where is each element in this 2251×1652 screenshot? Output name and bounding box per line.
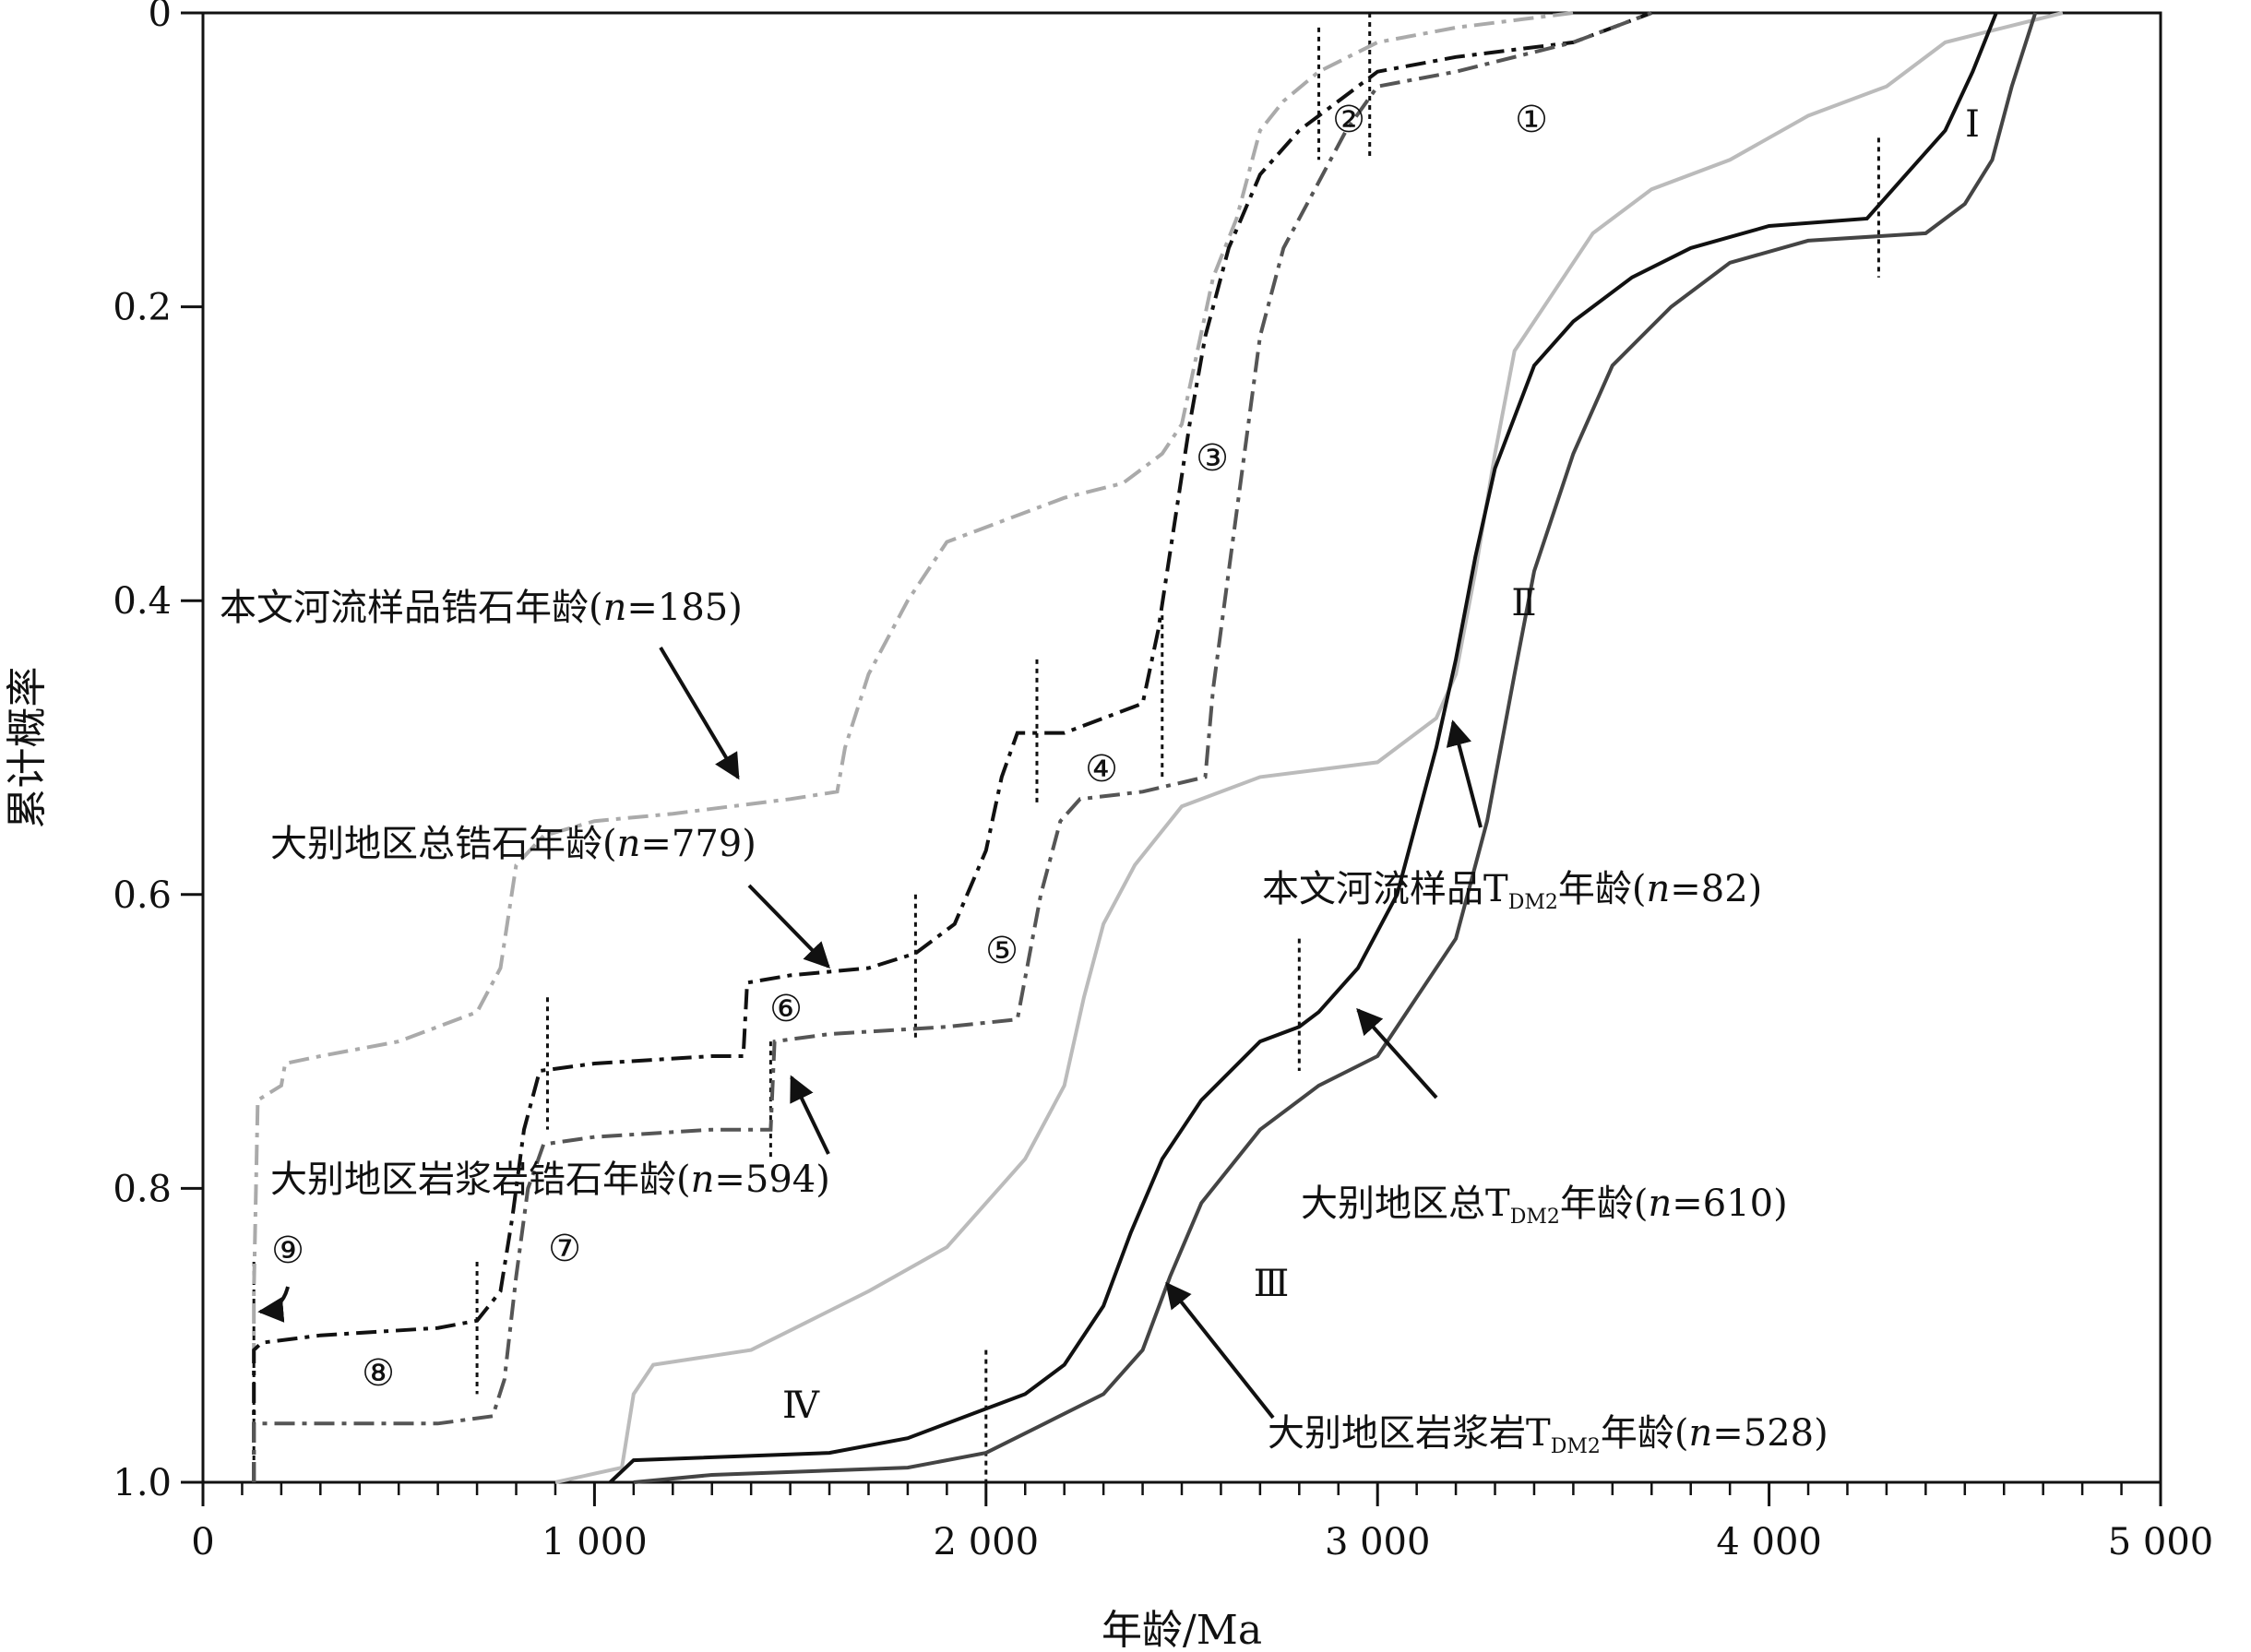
label-italic-n: n [603, 587, 627, 629]
label-count: =528) [1712, 1412, 1828, 1455]
roman-label-3: Ⅲ [1254, 1263, 1290, 1305]
label-subscript: DM2 [1508, 891, 1558, 914]
label-italic-n: n [1688, 1412, 1712, 1455]
label-italic-n: n [1646, 868, 1670, 910]
label-text: 年龄( [1601, 1412, 1689, 1455]
series-line-3 [252, 11, 1653, 1482]
arrow [1165, 1281, 1275, 1420]
y-tick-label: 0.6 [113, 874, 172, 917]
y-tick-label: 1.0 [113, 1462, 172, 1504]
label-italic-n: n [1648, 1183, 1672, 1225]
label-text: 年龄( [1560, 1183, 1649, 1225]
arrow [1446, 719, 1483, 828]
circled-label-9: ⑨ [271, 1230, 304, 1272]
circled-label-7: ⑦ [548, 1228, 581, 1270]
y-tick-label: 0 [149, 0, 172, 35]
circled-label-6: ⑥ [769, 988, 803, 1030]
label-text: 大别地区岩浆岩锆石年龄( [270, 1159, 691, 1201]
label-text: 大别地区总锆石年龄( [270, 823, 617, 865]
series-label-5: 大别地区总TDM2年龄(n=610) [1301, 1183, 1788, 1229]
label-count: =82) [1670, 868, 1762, 910]
arrow [790, 1075, 830, 1155]
roman-label-2: Ⅱ [1511, 582, 1536, 624]
x-tick-label: 3 000 [1325, 1521, 1431, 1563]
label-text: 大别地区总T [1301, 1183, 1510, 1225]
label-count: =779) [640, 823, 756, 865]
y-tick-label: 0.2 [113, 287, 172, 329]
series-lines [252, 11, 2064, 1484]
x-tick-label: 5 000 [2108, 1521, 2214, 1563]
x-axis-title: 年龄/Ma [1102, 1607, 1262, 1652]
label-subscript: DM2 [1510, 1206, 1560, 1229]
series-label-1: 本文河流样品锆石年龄(n=185) [220, 587, 743, 629]
label-subscript: DM2 [1551, 1435, 1601, 1458]
circled-label-3: ③ [1196, 437, 1229, 480]
y-tick-label: 0.4 [113, 580, 172, 623]
label-italic-n: n [691, 1159, 715, 1201]
series-line-4 [554, 11, 2064, 1484]
axes: 0 1 000 2 000 3 000 4 000 5 000 0 0.2 0.4 0.6 0.8 1… [4, 0, 2213, 1652]
label-text: 年龄( [1558, 868, 1647, 910]
x-tick-label: 0 [191, 1521, 214, 1563]
circled-label-2: ② [1332, 99, 1365, 141]
series-label-6: 大别地区岩浆岩TDM2年龄(n=528) [1268, 1412, 1828, 1458]
circled-label-1: ① [1515, 99, 1548, 141]
series-line-1 [252, 11, 1574, 1482]
series-line-6 [633, 12, 2038, 1484]
label-count: =185) [626, 587, 742, 629]
circled-label-4: ④ [1085, 748, 1118, 790]
arrow [659, 646, 740, 780]
series-label-2: 大别地区总锆石年龄(n=779) [270, 823, 756, 865]
label-count: =594) [714, 1159, 829, 1201]
annotations: 本文河流样品锆石年龄(n=185)大别地区总锆石年龄(n=779)大别地区岩浆岩… [220, 99, 1980, 1458]
plot-frame [201, 11, 2162, 1484]
x-tick-label: 1 000 [542, 1521, 648, 1563]
series-line-5 [609, 12, 1998, 1484]
roman-label-4: Ⅳ [782, 1385, 820, 1427]
roman-label-1: Ⅰ [1965, 103, 1980, 146]
series-line-2 [252, 11, 1653, 1482]
x-tick-label: 2 000 [934, 1521, 1040, 1563]
series-label-4: 本文河流样品TDM2年龄(n=82) [1262, 868, 1762, 914]
label-italic-n: n [617, 823, 641, 865]
arrow [257, 1286, 290, 1323]
arrow [747, 884, 830, 969]
y-tick-label: 0.8 [113, 1168, 172, 1210]
circled-label-5: ⑤ [985, 930, 1018, 972]
circled-label-8: ⑧ [362, 1352, 395, 1395]
age-boundaries [252, 13, 1880, 1482]
series-label-3: 大别地区岩浆岩锆石年龄(n=594) [270, 1159, 830, 1201]
label-text: 本文河流样品T [1262, 868, 1508, 910]
label-text: 本文河流样品锆石年龄( [220, 587, 603, 629]
label-text: 大别地区岩浆岩T [1268, 1412, 1551, 1455]
label-count: =610) [1672, 1183, 1787, 1225]
x-tick-label: 4 000 [1716, 1521, 1822, 1563]
arrow [1356, 1007, 1438, 1099]
y-axis-title: 累计概率 [4, 667, 51, 829]
